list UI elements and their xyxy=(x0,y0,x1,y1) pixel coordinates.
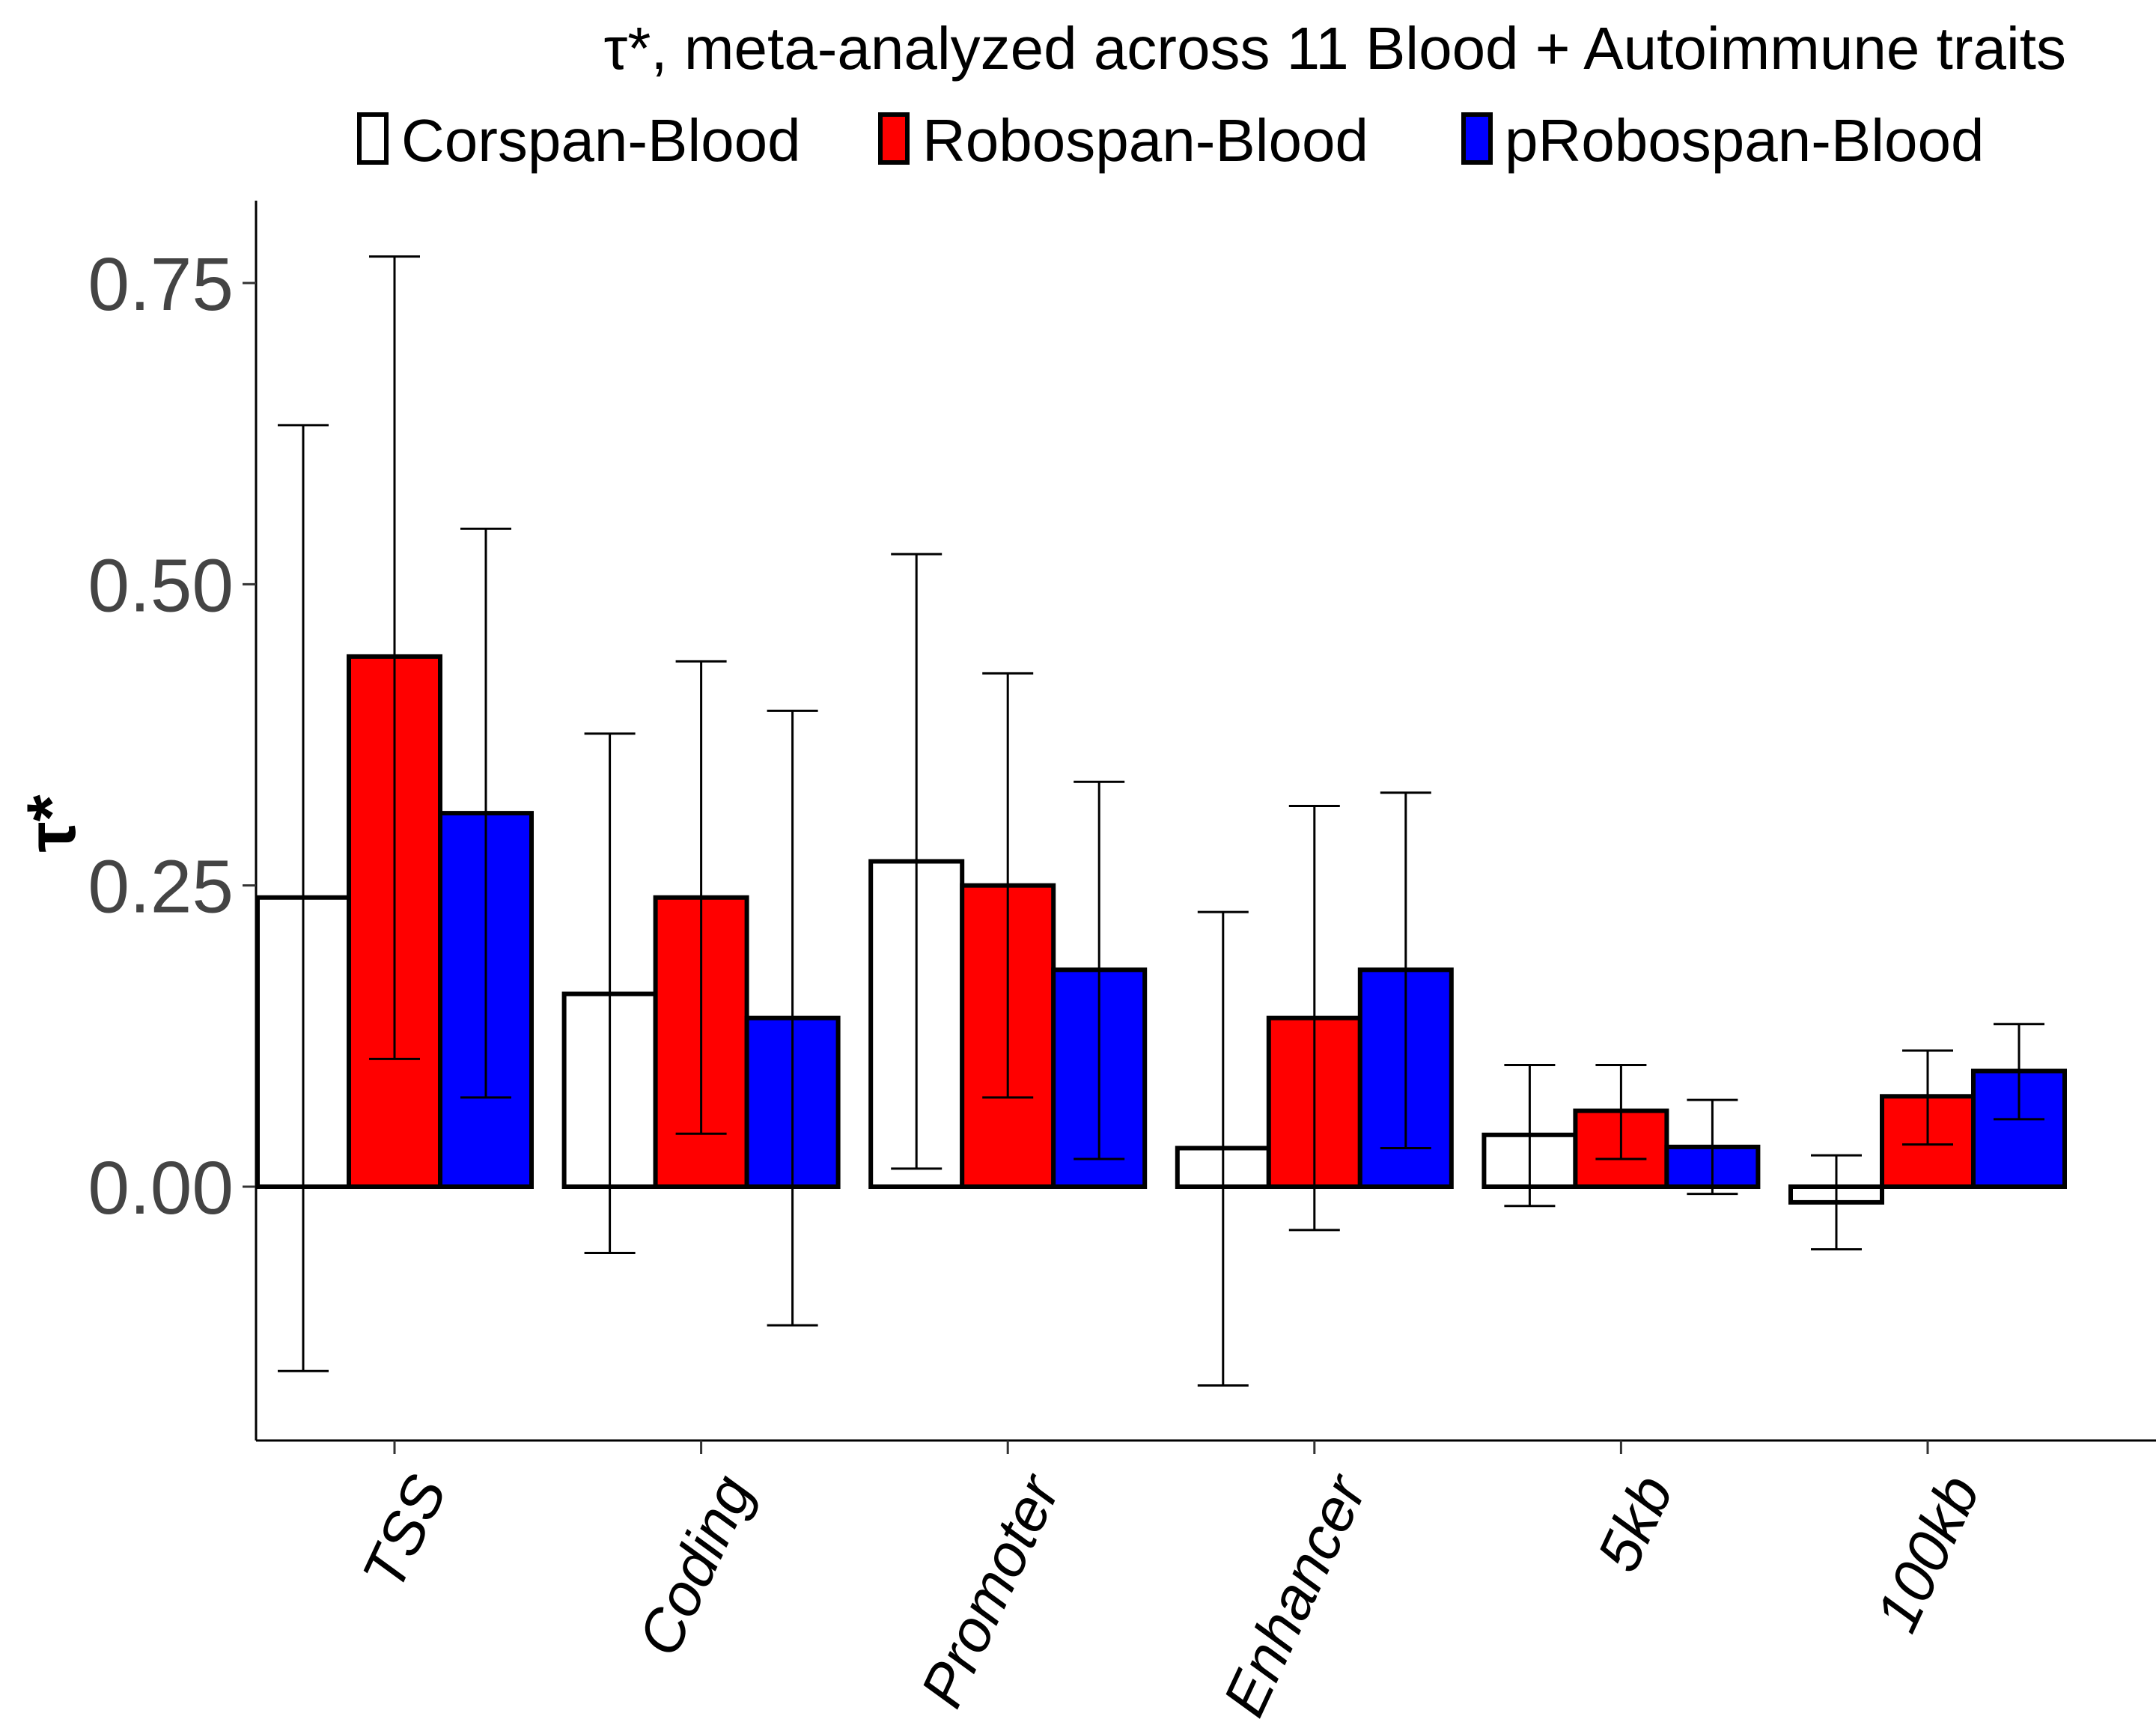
legend: Corspan-Blood Robospan-Blood pRobospan-Blo… xyxy=(357,107,1984,174)
y-tick-label: 0.00 xyxy=(88,1146,234,1230)
y-ticks: 0.00 0.25 0.50 0.75 xyxy=(88,243,256,1230)
chart-title: τ*, meta-analyzed across 11 Blood + Auto… xyxy=(604,15,2066,82)
legend-swatch-robospan-blood xyxy=(878,112,910,165)
x-ticks: TSS Coding Promoter Enhancer 5kb 100kb xyxy=(350,1440,1992,1725)
legend-label-robospan-blood: Robospan-Blood xyxy=(922,107,1368,174)
legend-label-probospan-blood: pRobospan-Blood xyxy=(1505,107,1984,174)
legend-label-corspan-blood: Corspan-Blood xyxy=(401,107,801,174)
legend-swatch-corspan-blood xyxy=(357,112,389,165)
y-tick-label: 0.50 xyxy=(88,544,234,627)
x-tick-label-100kb: 100kb xyxy=(1863,1465,1992,1641)
y-tick-label: 0.75 xyxy=(88,243,234,326)
bars xyxy=(255,654,2067,1205)
error-bars xyxy=(278,255,2044,1387)
x-tick-label-5kb: 5kb xyxy=(1584,1465,1685,1581)
legend-swatch-probospan-blood xyxy=(1461,112,1493,165)
x-tick-label-enhancer: Enhancer xyxy=(1211,1463,1380,1725)
x-tick-label-tss: TSS xyxy=(350,1465,459,1599)
y-axis-label: τ* xyxy=(13,794,90,852)
y-tick-label: 0.25 xyxy=(88,845,234,929)
x-tick-label-coding: Coding xyxy=(625,1465,766,1665)
x-tick-label-promoter: Promoter xyxy=(908,1463,1074,1717)
